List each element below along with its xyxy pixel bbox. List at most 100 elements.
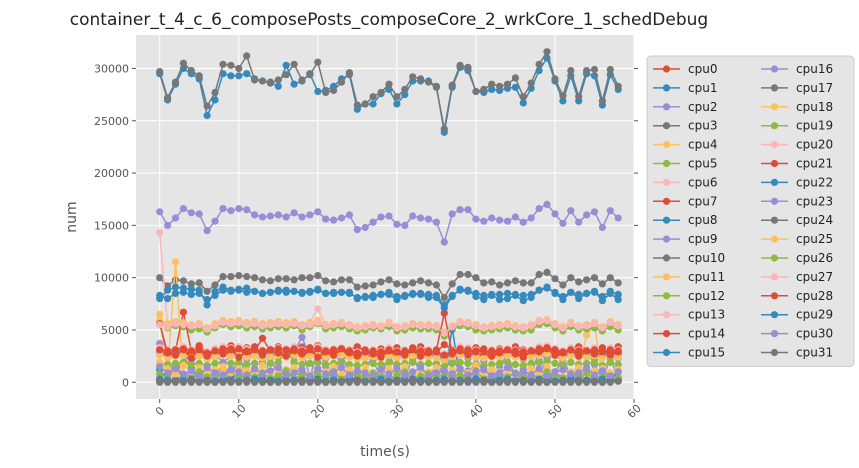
data-point (527, 365, 535, 373)
data-point (235, 353, 243, 361)
data-point (353, 376, 361, 384)
legend-marker (770, 292, 779, 300)
data-point (235, 285, 243, 293)
data-point (385, 80, 393, 88)
data-point (195, 286, 203, 294)
data-point (258, 276, 267, 284)
data-point (290, 276, 298, 284)
data-point (377, 366, 385, 374)
legend-item: cpu20 (761, 138, 833, 152)
data-point (258, 77, 267, 85)
data-point (330, 86, 338, 94)
series-layer (156, 48, 622, 386)
legend-marker (770, 348, 779, 357)
data-point (290, 60, 298, 68)
data-point (496, 378, 504, 386)
data-point (274, 211, 282, 219)
legend-item: cpu17 (761, 81, 833, 95)
data-point (322, 360, 330, 369)
data-point (401, 371, 409, 379)
legend-item: cpu23 (761, 194, 833, 208)
data-point (266, 277, 274, 285)
data-point (417, 322, 425, 330)
data-point (598, 97, 607, 105)
data-point (393, 93, 401, 101)
y-tick-label: 0 (122, 376, 129, 389)
data-point (369, 281, 377, 289)
data-point (551, 378, 559, 386)
data-point (614, 377, 622, 385)
data-point (337, 377, 346, 385)
data-point (598, 378, 607, 386)
data-point (432, 83, 440, 91)
data-point (472, 378, 480, 386)
data-point (282, 286, 290, 294)
data-point (606, 378, 614, 386)
data-point (456, 365, 464, 373)
legend-marker (662, 122, 671, 130)
data-point (314, 58, 322, 66)
data-point (306, 211, 314, 219)
data-point (424, 215, 433, 223)
data-point (282, 61, 290, 69)
data-point (322, 353, 330, 361)
series-cpu17 (156, 48, 622, 133)
data-point (488, 80, 496, 88)
data-point (164, 221, 172, 229)
data-point (282, 213, 290, 221)
data-point (527, 293, 535, 302)
data-point (179, 308, 187, 316)
data-point (251, 76, 259, 84)
data-point (345, 366, 353, 374)
data-point (464, 351, 472, 359)
data-point (156, 370, 164, 378)
legend-label: cpu20 (796, 138, 833, 152)
data-point (567, 346, 575, 354)
data-point (203, 287, 211, 295)
data-point (337, 276, 346, 284)
data-point (543, 344, 551, 352)
data-point (179, 205, 187, 213)
series-cpu9 (156, 200, 622, 246)
legend-item: cpu6 (653, 175, 717, 189)
legend-marker (770, 235, 779, 243)
legend-label: cpu7 (688, 194, 717, 208)
data-point (417, 75, 425, 83)
data-point (480, 354, 488, 362)
data-point (519, 324, 527, 332)
data-point (377, 360, 385, 369)
data-point (393, 324, 401, 332)
data-point (266, 288, 274, 296)
data-point (377, 348, 385, 356)
data-point (322, 322, 330, 330)
data-point (496, 216, 504, 224)
data-point (282, 377, 290, 385)
data-point (322, 347, 330, 355)
data-point (345, 288, 353, 296)
data-point (535, 286, 543, 294)
data-point (511, 74, 519, 82)
data-point (361, 323, 369, 331)
data-point (353, 324, 361, 332)
legend-label: cpu31 (796, 346, 833, 360)
data-point (535, 60, 543, 68)
legend-label: cpu26 (796, 251, 833, 265)
data-point (235, 72, 243, 80)
data-point (527, 79, 535, 87)
data-point (551, 368, 559, 376)
data-point (211, 322, 219, 330)
data-point (322, 378, 330, 386)
data-point (377, 323, 385, 331)
y-axis-label: num (64, 201, 80, 232)
data-point (322, 88, 330, 97)
data-point (543, 372, 551, 380)
data-point (156, 346, 164, 354)
data-point (171, 377, 180, 385)
data-point (164, 94, 172, 102)
data-point (337, 78, 346, 86)
data-point (235, 378, 243, 386)
data-point (353, 367, 361, 375)
data-point (235, 64, 243, 73)
data-point (614, 360, 622, 369)
data-point (211, 347, 219, 355)
